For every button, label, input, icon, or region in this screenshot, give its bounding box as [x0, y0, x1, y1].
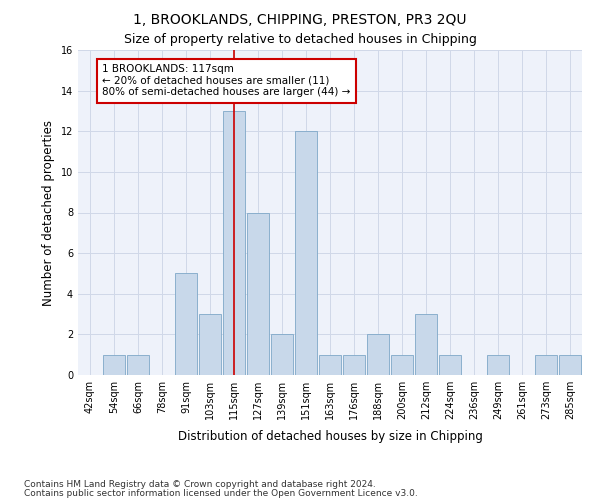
Bar — [487, 354, 509, 375]
Text: Size of property relative to detached houses in Chipping: Size of property relative to detached ho… — [124, 32, 476, 46]
Text: 1 BROOKLANDS: 117sqm
← 20% of detached houses are smaller (11)
80% of semi-detac: 1 BROOKLANDS: 117sqm ← 20% of detached h… — [102, 64, 350, 98]
X-axis label: Distribution of detached houses by size in Chipping: Distribution of detached houses by size … — [178, 430, 482, 444]
Bar — [391, 354, 413, 375]
Bar — [175, 274, 197, 375]
Bar — [559, 354, 581, 375]
Bar — [247, 212, 269, 375]
Text: 1, BROOKLANDS, CHIPPING, PRESTON, PR3 2QU: 1, BROOKLANDS, CHIPPING, PRESTON, PR3 2Q… — [133, 12, 467, 26]
Bar — [367, 334, 389, 375]
Y-axis label: Number of detached properties: Number of detached properties — [42, 120, 55, 306]
Bar — [127, 354, 149, 375]
Bar — [319, 354, 341, 375]
Bar — [343, 354, 365, 375]
Bar — [295, 131, 317, 375]
Bar — [103, 354, 125, 375]
Bar — [199, 314, 221, 375]
Bar — [271, 334, 293, 375]
Bar — [439, 354, 461, 375]
Bar — [223, 111, 245, 375]
Text: Contains HM Land Registry data © Crown copyright and database right 2024.: Contains HM Land Registry data © Crown c… — [24, 480, 376, 489]
Bar — [535, 354, 557, 375]
Bar — [415, 314, 437, 375]
Text: Contains public sector information licensed under the Open Government Licence v3: Contains public sector information licen… — [24, 489, 418, 498]
